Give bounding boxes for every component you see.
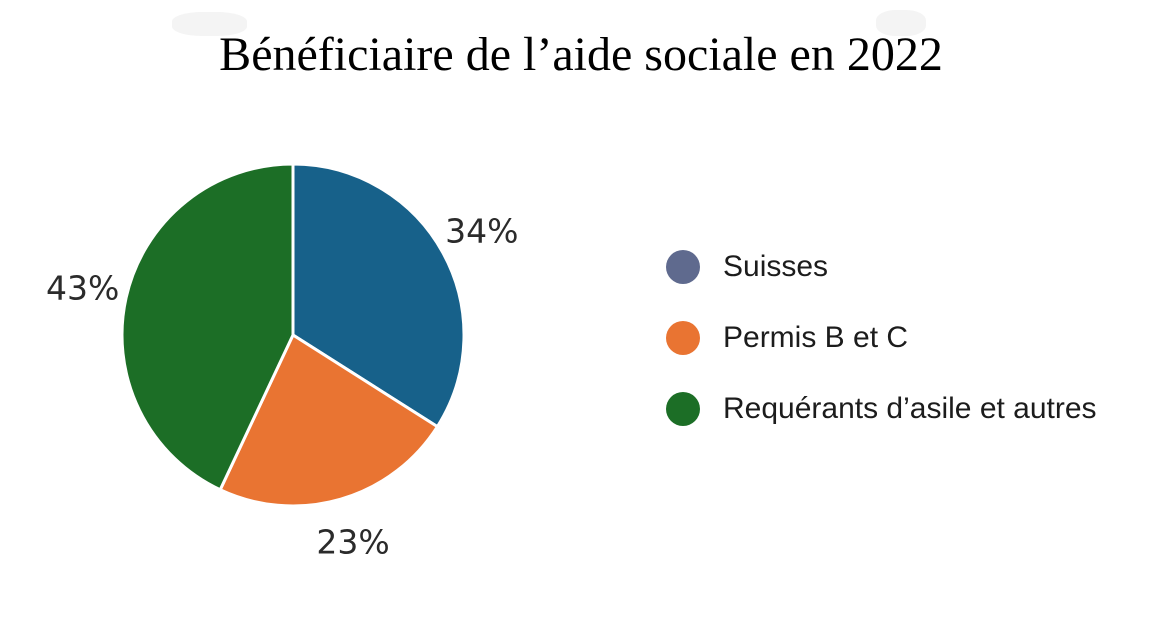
scan-artifact-right — [876, 10, 926, 36]
scan-artifact-left — [172, 12, 247, 36]
legend-item-label: Suisses — [723, 250, 829, 283]
legend-item: Requérants d’asile et autres — [666, 392, 1097, 426]
legend-dot — [666, 392, 700, 426]
wedge-label-1: 23% — [316, 522, 390, 562]
wedge-label-0: 34% — [445, 211, 519, 251]
chart-legend: Suisses Permis B et C Requérants d’asile… — [666, 250, 1097, 426]
legend-item-label: Requérants d’asile et autres — [723, 392, 1097, 425]
legend-item: Permis B et C — [666, 321, 1097, 355]
legend-dot — [666, 321, 700, 355]
chart-title: Bénéficiaire de l’aide sociale en 2022 — [219, 28, 943, 81]
wedge-label-2: 43% — [46, 268, 120, 308]
legend-dot — [666, 250, 700, 284]
legend-item-label: Permis B et C — [723, 321, 909, 354]
legend-item: Suisses — [666, 250, 1097, 284]
pie-wedge-2 — [120, 162, 295, 492]
